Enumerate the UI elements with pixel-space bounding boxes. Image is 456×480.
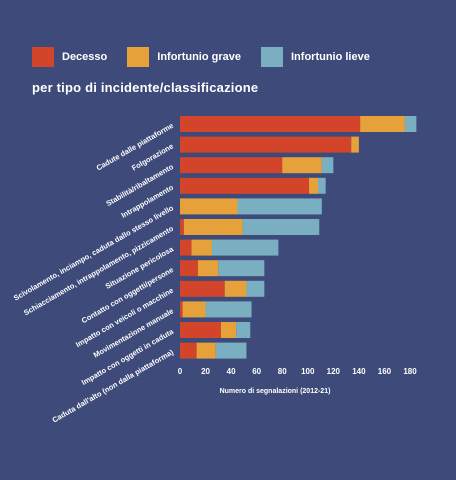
bar-8-series-1 [180,260,198,277]
legend-item-infortunio-lieve: Infortunio lieve [261,47,370,67]
bar-2-series-2 [351,136,359,153]
legend-label-infortunio-grave: Infortunio grave [157,51,241,63]
bar-7-series-3 [211,239,279,256]
x-axis-title: Numero di segnalazioni (2012-21) [220,388,331,395]
legend-item-infortunio-grave: Infortunio grave [127,47,241,67]
bar-9-series-1 [180,280,225,297]
legend-swatch-infortunio-lieve [261,47,283,67]
x-tick-label: 20 [201,367,210,376]
legend-swatch-infortunio-grave [127,47,150,67]
bar-3-series-3 [321,157,334,174]
bar-4-series-1 [180,177,310,194]
bar-8-series-3 [218,260,265,277]
bar-12-series-2 [196,342,216,359]
legend-label-infortunio-lieve: Infortunio lieve [291,51,370,63]
bar-4-series-3 [318,177,326,194]
bar-12-series-3 [215,342,247,359]
bar-10-series-2 [182,301,206,318]
x-tick-label: 180 [403,367,417,376]
bar-9-series-3 [246,280,265,297]
bar-8-series-2 [197,260,219,277]
bar-1-series-1 [180,116,361,132]
bar-1-series-2 [360,116,405,132]
bar-3-series-1 [180,157,283,174]
bar-2-series-1 [180,136,352,153]
bar-1-series-3 [404,116,417,132]
category-labels-group: Cadute dalle piattaformeFolgorazioneStab… [12,121,176,425]
x-tick-label: 0 [178,367,183,376]
bar-5-series-2 [180,198,238,215]
x-tick-label: 100 [301,367,315,376]
chart-legend: Decesso Infortunio grave Infortunio liev… [32,47,390,67]
bar-6-series-3 [242,219,320,235]
bar-7-series-1 [180,239,192,256]
bar-11-series-1 [180,322,221,338]
bar-7-series-2 [191,239,212,256]
bar-11-series-3 [236,322,251,338]
bar-3-series-2 [282,157,322,174]
bar-9-series-2 [224,280,247,297]
category-label: Scivolamento, inciampo, caduta dallo ste… [12,203,175,302]
bar-6-series-2 [183,219,243,235]
legend-item-decesso: Decesso [32,47,107,67]
bar-4-series-2 [309,177,318,194]
bar-10-series-1 [180,301,183,318]
bar-11-series-2 [220,322,237,338]
bar-10-series-3 [205,301,252,318]
chart-subtitle: per tipo di incidente/classificazione [32,80,259,95]
x-tick-label: 60 [252,367,261,376]
x-tick-label: 160 [378,367,392,376]
x-axis: 0 20 40 60 80 100 120 140 160 180 [178,367,417,376]
x-tick-label: 120 [327,367,341,376]
x-tick-label: 40 [227,367,236,376]
x-tick-label: 80 [278,367,287,376]
category-label: Caduta dall'alto (non dalla piattaforma) [51,347,176,424]
bars-group [180,116,417,359]
bar-5-series-3 [237,198,322,215]
bar-12-series-1 [180,342,197,359]
legend-label-decesso: Decesso [62,51,108,63]
x-tick-label: 140 [352,367,366,376]
bar-6-series-1 [180,219,184,235]
legend-swatch-decesso [32,47,54,67]
